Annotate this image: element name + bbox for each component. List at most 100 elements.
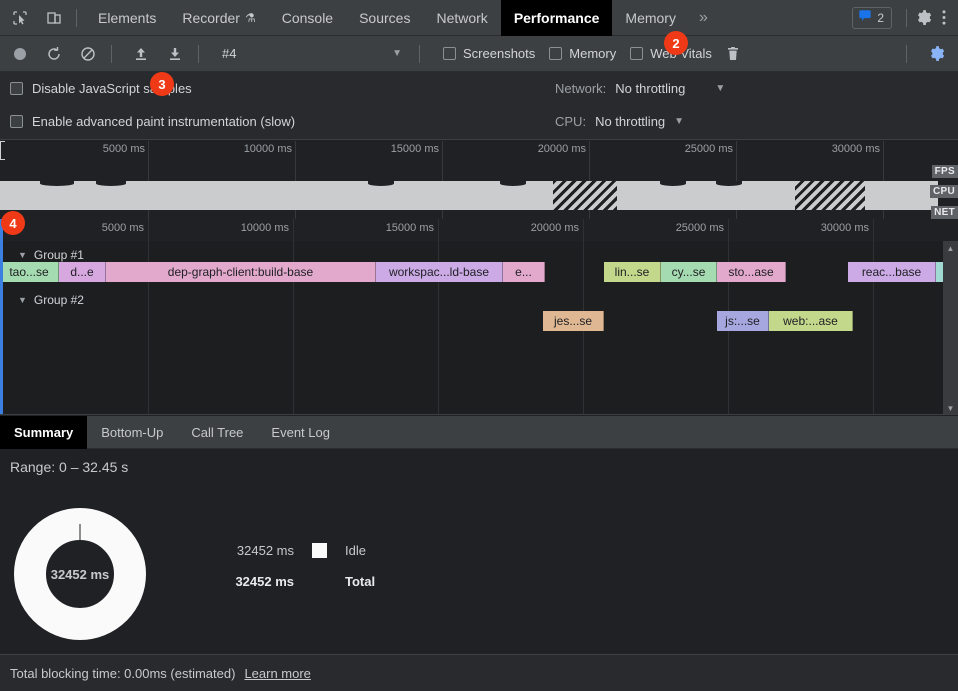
checkbox-box (10, 82, 23, 95)
tab-sources[interactable]: Sources (359, 9, 411, 26)
tab-network[interactable]: Network (436, 9, 488, 26)
checkbox-box (630, 47, 644, 60)
checkbox-advanced-paint[interactable]: Enable advanced paint instrumentation (s… (10, 105, 295, 138)
flamechart-track-1-bar[interactable]: cy...se (661, 262, 717, 282)
tab-summary[interactable]: Summary (0, 415, 88, 449)
tab-performance[interactable]: Performance (500, 0, 613, 36)
summary-panel: Range: 0 – 32.45 s 32452 ms 32452 ms Idl… (0, 449, 958, 654)
flamechart-ruler (0, 219, 958, 241)
save-profile-icon[interactable] (161, 40, 189, 68)
record-circle-icon[interactable] (6, 40, 34, 68)
delete-icon[interactable] (726, 46, 740, 62)
flamechart-tick: 15000 ms (386, 219, 439, 414)
overview-tick: 25000 ms (685, 141, 737, 219)
chevron-down-icon: ▼ (18, 249, 27, 260)
more-tabs-icon[interactable]: » (698, 8, 708, 26)
overview-tick: 5000 ms (103, 141, 149, 219)
flamechart-scrollbar[interactable]: ▲ ▼ (943, 241, 958, 414)
checkbox-screenshots[interactable]: Screenshots (443, 46, 535, 61)
toolbar-divider (198, 44, 199, 63)
checkbox-memory[interactable]: Memory (549, 46, 616, 61)
tabbar-right-divider (906, 8, 907, 27)
tab-bottom-up[interactable]: Bottom-Up (101, 424, 164, 440)
learn-more-link[interactable]: Learn more (244, 665, 311, 681)
group-title: Group #1 (33, 247, 84, 262)
gear-icon[interactable] (915, 9, 932, 26)
flamechart-track-1-bar[interactable]: workspac...ld-base (376, 262, 503, 282)
flamechart-track-1-bar[interactable]: d...e (59, 262, 106, 282)
chevron-down-icon: ▼ (392, 48, 402, 59)
legend-time: 32452 ms (236, 543, 294, 558)
flamechart-track-2-bar[interactable]: js:...se (717, 311, 769, 331)
toolbar-divider (906, 44, 907, 63)
overview-tick: 20000 ms (538, 141, 590, 219)
overview-tick-label: 15000 ms (390, 143, 439, 155)
flamechart-tick-label: 15000 ms (385, 222, 434, 234)
issues-count: 2 (877, 10, 884, 25)
group-header-2[interactable]: ▼ Group #2 (0, 290, 84, 309)
flamechart-track-1-bar[interactable]: reac...base (848, 262, 936, 282)
flamechart-track-1-bar[interactable]: e... (503, 262, 545, 282)
network-throttling-value[interactable]: No throttling (615, 81, 686, 96)
capture-settings-gear-icon[interactable] (922, 40, 950, 68)
flamechart[interactable]: 5000 ms 10000 ms 15000 ms 20000 ms 25000 ms 3… (0, 219, 958, 415)
scroll-up-arrow-icon[interactable]: ▲ (946, 243, 955, 253)
flamechart-tick: 10000 ms (241, 219, 294, 414)
flamechart-tick-label: 5000 ms (101, 222, 144, 234)
flamechart-selection-edge[interactable] (0, 219, 3, 414)
scroll-down-arrow-icon[interactable]: ▼ (946, 403, 955, 413)
overview-tick-label: 30000 ms (831, 143, 880, 155)
chevron-down-icon[interactable]: ▼ (674, 116, 685, 127)
overview-band-label-net: NET (931, 206, 958, 219)
tab-memory[interactable]: Memory (625, 9, 676, 26)
tab-call-tree[interactable]: Call Tree (191, 424, 244, 440)
tab-event-log[interactable]: Event Log (271, 424, 330, 440)
cpu-throttling-label: CPU: (555, 114, 587, 129)
details-tabbar: Summary Bottom-Up Call Tree Event Log (0, 415, 958, 449)
overview-tick: 15000 ms (391, 141, 443, 219)
flamechart-track-2-bar[interactable]: jes...se (543, 311, 604, 331)
device-toolbar-icon[interactable] (40, 5, 68, 31)
tabbar-right-controls: 2 (852, 6, 958, 29)
chevron-down-icon[interactable]: ▼ (715, 83, 726, 94)
inspect-cursor-icon[interactable] (6, 5, 34, 31)
legend-row-total: 32452 ms Total (206, 566, 375, 597)
flamechart-track-1-bar[interactable]: sto...ase (717, 262, 786, 282)
cpu-throttling-value[interactable]: No throttling (595, 114, 666, 129)
flamechart-track-2-bar[interactable]: web:...ase (769, 311, 853, 331)
overview-band-label-fps: FPS (931, 165, 958, 178)
chevron-down-icon: ▼ (18, 294, 27, 305)
flamechart-track-1-bar[interactable]: dep-graph-client:build-base (106, 262, 376, 282)
flamechart-track-1-bar[interactable]: lin...se (604, 262, 661, 282)
checkbox-box (10, 115, 23, 128)
clear-recording-icon[interactable] (74, 40, 102, 68)
issues-badge[interactable]: 2 (852, 6, 892, 29)
flamechart-track-1-bar[interactable]: tao...se (0, 262, 59, 282)
tab-recorder[interactable]: Recorder ⚗ (182, 9, 256, 26)
timeline-overview[interactable]: 5000 ms 10000 ms 15000 ms 20000 ms 25000 ms 3… (0, 141, 958, 219)
checkbox-box (549, 47, 563, 60)
reload-record-icon[interactable] (40, 40, 68, 68)
overview-window-left-handle[interactable] (0, 141, 5, 160)
checkbox-label: Screenshots (463, 46, 536, 61)
annotation-badge-3: 3 (150, 72, 174, 96)
group-header-1[interactable]: ▼ Group #1 (0, 245, 84, 264)
legend-name: Idle (345, 543, 366, 558)
flamechart-track-1[interactable]: tao...se d...e dep-graph-client:build-base… (0, 262, 958, 282)
legend-row-idle[interactable]: 32452 ms Idle (206, 535, 375, 566)
toolbar-divider (76, 8, 77, 27)
group-title: Group #2 (33, 292, 84, 307)
flamechart-track-2[interactable]: jes...se js:...se web:...ase (0, 311, 958, 331)
tab-console[interactable]: Console (281, 9, 334, 26)
overview-band-label-cpu: CPU (929, 185, 958, 198)
tab-elements[interactable]: Elements (98, 9, 157, 26)
capture-settings-right: Network: No throttling ▼ CPU: No throttl… (555, 72, 725, 138)
overview-cpu-band (0, 181, 938, 210)
more-options-icon[interactable] (932, 9, 952, 26)
load-profile-icon[interactable] (127, 40, 155, 68)
overview-tick-label: 20000 ms (537, 143, 586, 155)
flamechart-tick: 5000 ms (102, 219, 149, 414)
donut-center-label: 32452 ms (50, 566, 110, 582)
overview-tick-label: 10000 ms (243, 143, 292, 155)
profile-select[interactable]: #4 ▼ (214, 42, 410, 66)
